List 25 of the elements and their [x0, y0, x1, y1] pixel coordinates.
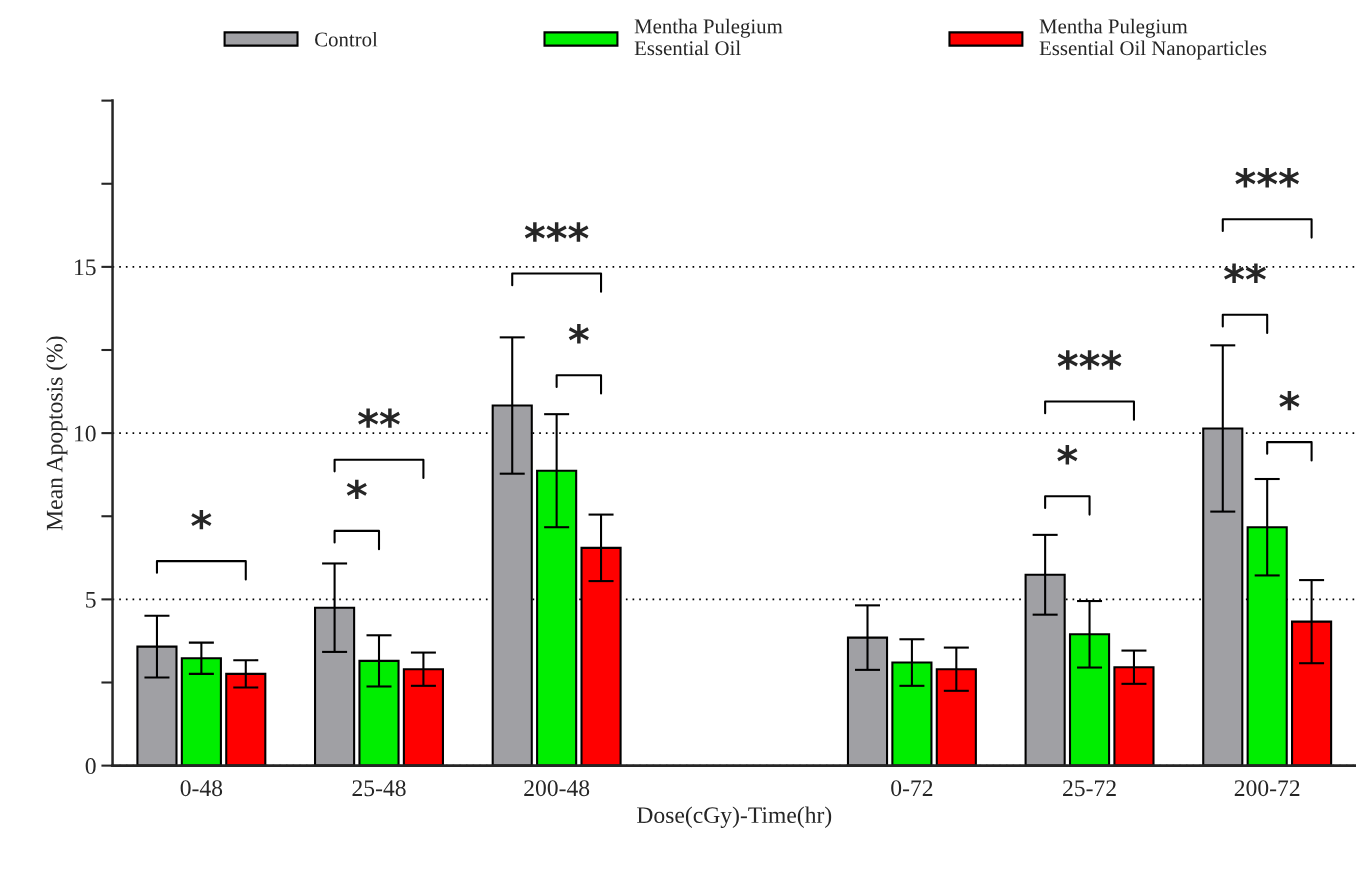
x-tick-label: 0-72	[891, 780, 933, 797]
annotation: *	[1057, 445, 1078, 465]
x-tick-label: 25-72	[1063, 780, 1116, 797]
x-tick-label: 25-48	[352, 780, 406, 797]
y-tick-label: 15	[75, 259, 96, 276]
x-tick-label: 0-48	[180, 780, 223, 797]
x-axis-title: Dose(cGy)-Time(hr)	[637, 806, 832, 828]
y-tick-label: 10	[75, 425, 96, 442]
annotation: *	[1279, 390, 1300, 411]
annotation: *	[191, 509, 212, 530]
annotation: **	[358, 408, 400, 428]
legend-label: Mentha Pulegium Essential Oil Nanoparticles	[1039, 18, 1267, 60]
annotation: ***	[1235, 168, 1300, 188]
y-axis-title: Mean Apoptosis (%)	[46, 336, 68, 531]
x-tick-label: 200-48	[524, 780, 590, 797]
annotation: ***	[524, 222, 589, 242]
y-tick-label: 5	[86, 592, 96, 608]
legend-label: Mentha Pulegium Essential Oil	[634, 18, 783, 56]
annotation: **	[1224, 263, 1266, 283]
legend-label: Control	[315, 31, 378, 47]
annotation: *	[568, 324, 589, 344]
annotation: ***	[1057, 350, 1122, 370]
x-tick-label: 200-72	[1234, 780, 1300, 797]
y-tick-label: 0	[85, 758, 96, 775]
annotation: *	[346, 479, 367, 499]
